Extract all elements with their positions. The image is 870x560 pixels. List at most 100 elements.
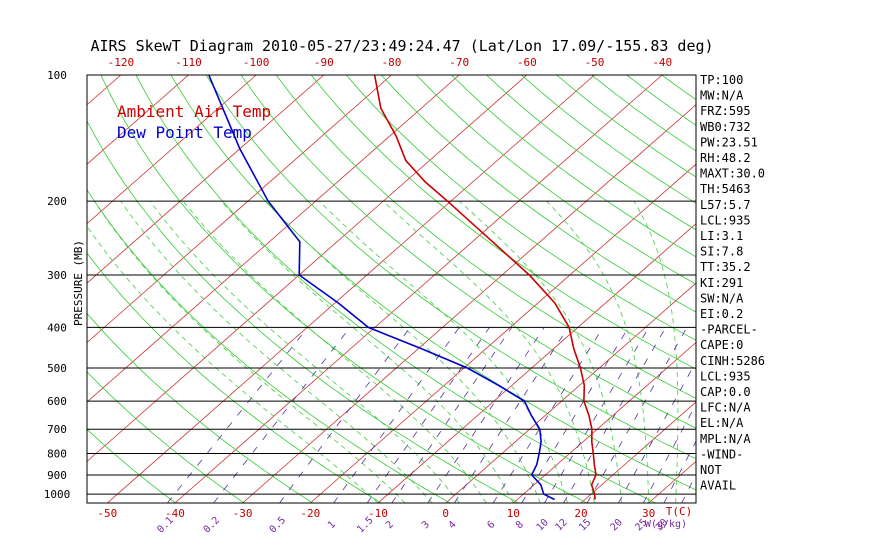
index-entry: -WIND- (700, 447, 743, 461)
isotherm-line (513, 341, 696, 503)
isotherm-line (87, 75, 122, 106)
y-axis-label: PRESSURE (MB) (72, 240, 85, 326)
moist-adiabat-line (120, 200, 433, 503)
index-entry: CINH:5286 (700, 354, 765, 368)
top-temp-tick-label: -60 (517, 56, 537, 69)
index-entry: SW:N/A (700, 291, 744, 305)
dry-adiabat-line (87, 252, 382, 503)
index-entry: LFC:N/A (700, 401, 751, 415)
moist-adiabat-line (221, 200, 514, 503)
pressure-tick-label: 600 (47, 395, 67, 408)
dry-adiabat-line (310, 75, 696, 370)
isotherm-line (310, 163, 696, 503)
pressure-tick-label: 500 (47, 362, 67, 375)
index-entry: LI:3.1 (700, 229, 743, 243)
isotherm-line (0, 75, 53, 503)
dry-adiabat-line (802, 75, 870, 503)
mixing-ratio-line (279, 327, 411, 503)
mixing-ratio-line (213, 327, 351, 503)
index-entry: EL:N/A (700, 416, 744, 430)
mixing-ratio-line (391, 327, 513, 503)
pressure-tick-label: 400 (47, 321, 67, 334)
isotherm-line (377, 223, 696, 503)
top-temp-tick-label: -120 (108, 56, 135, 69)
index-entry: EI:0.2 (700, 307, 743, 321)
bottom-temp-tick-label: 0 (442, 507, 449, 520)
chart-title: AIRS SkewT Diagram 2010-05-27/23:49:24.4… (90, 37, 713, 55)
dry-adiabat-line (87, 428, 176, 503)
top-temp-tick-label: -50 (585, 56, 605, 69)
isotherm-line (87, 75, 325, 284)
index-entry: AVAIL (700, 479, 736, 493)
moist-adiabat-line (265, 200, 541, 503)
mixing-ratio-tick-label: 2 (384, 519, 396, 531)
mixing-ratio-line (663, 440, 696, 503)
bottom-temp-tick-label: -30 (233, 507, 253, 520)
mixing-ratio-tick-label: 12 (553, 517, 569, 533)
isotherm-line (87, 75, 189, 165)
top-temp-tick-label: -80 (382, 56, 402, 69)
index-entry: MW:N/A (700, 89, 744, 103)
dry-adiabat-line (416, 75, 696, 285)
mixing-ratio-line (333, 327, 460, 503)
index-entry: -PARCEL- (700, 323, 758, 337)
moist-adiabat-line (319, 200, 568, 503)
index-entry: MAXT:30.0 (700, 167, 765, 181)
pressure-tick-label: 100 (47, 69, 67, 82)
mixing-ratio-line (544, 327, 650, 503)
dry-adiabat-line (767, 75, 870, 503)
index-entry: RH:48.2 (700, 151, 751, 165)
pressure-tick-label: 800 (47, 448, 67, 461)
dry-adiabat-line (87, 371, 245, 503)
dry-adiabat-line (345, 75, 696, 341)
isotherm-line (87, 75, 392, 344)
index-entry: NOT (700, 463, 722, 477)
isotherm-line (107, 75, 595, 503)
mixing-ratio-line (521, 327, 629, 503)
index-entry: MPL:N/A (700, 432, 751, 446)
dry-adiabat-line (87, 120, 519, 503)
index-entry: WB0:732 (700, 120, 751, 134)
moist-adiabat-line (182, 200, 487, 503)
top-temperature-axis: -120 -110 -100 -90 -80 -70 -60 -50 -40 (108, 56, 673, 69)
isotherm-line (242, 104, 696, 503)
index-entry: TT:35.2 (700, 260, 751, 274)
mixing-ratio-tick-label: 0.5 (268, 515, 289, 536)
mixing-ratio-tick-label: 0.2 (202, 515, 223, 536)
mixing-ratio-line (454, 327, 569, 503)
bottom-temp-tick-label: 10 (507, 507, 520, 520)
index-entry: CAPE:0 (700, 338, 743, 352)
mixing-ratio-tick-label: 1 (326, 519, 338, 531)
pressure-tick-label: 200 (47, 195, 67, 208)
legend-ambient-air-temp: Ambient Air Temp (117, 102, 271, 121)
isotherm-line (87, 75, 460, 403)
top-temp-tick-label: -40 (652, 56, 672, 69)
isobar-lines (87, 200, 696, 495)
index-entry: PW:23.51 (700, 135, 758, 149)
moist-adiabat-line (633, 200, 679, 503)
mixing-ratio-tick-label: 10 (535, 517, 551, 533)
mixing-ratio-line (427, 327, 545, 503)
dry-adiabat-line (205, 75, 696, 460)
dry-adiabat-line (87, 188, 451, 503)
index-entry: FRZ:595 (700, 104, 751, 118)
mixing-ratio-line (642, 403, 696, 503)
moist-adiabat-line (459, 200, 622, 503)
x-axis-label: T(C) (666, 505, 693, 518)
dew-point-temp-line (208, 75, 555, 501)
index-entry: LCL:935 (700, 213, 751, 227)
bottom-temperature-axis: -50 -40 -30 -20 -10 0 10 20 30 (97, 507, 655, 520)
moist-adiabat-line (546, 200, 649, 503)
legend-dew-point-temp: Dew Point Temp (117, 123, 252, 142)
top-temp-tick-label: -100 (243, 56, 270, 69)
dry-adiabat-line (100, 75, 588, 503)
index-entry: SI:7.8 (700, 245, 743, 259)
mixing-ratio-line (492, 327, 604, 503)
isotherm-line (648, 460, 696, 503)
mixing-ratio-tick-label: 8 (514, 519, 526, 531)
dry-adiabat-line (381, 75, 696, 313)
pressure-axis: 100 200 300 400 500 600 700 800 900 1000 (44, 69, 71, 501)
isotherm-line (784, 75, 870, 503)
mixing-ratio-line (618, 360, 696, 503)
